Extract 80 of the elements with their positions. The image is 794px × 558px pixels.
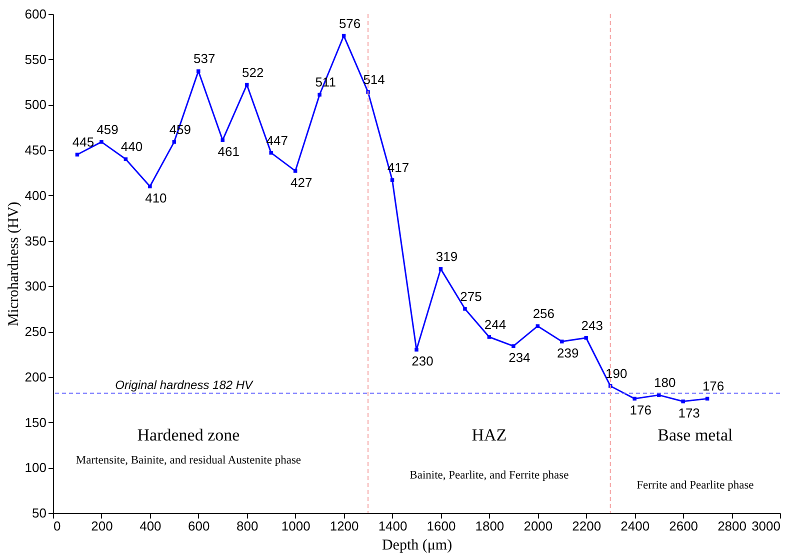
y-tick-label: 350	[24, 233, 46, 248]
y-tick-label: 100	[24, 460, 46, 476]
point	[438, 267, 443, 271]
annotation: Hardened zone	[137, 426, 240, 445]
data-label: 427	[290, 174, 312, 190]
x-tick-label: 1200	[330, 518, 359, 534]
point	[390, 178, 394, 182]
data-label: 319	[436, 248, 458, 264]
x-tick-label: 200	[91, 518, 113, 534]
point	[463, 306, 467, 311]
point	[414, 348, 418, 352]
data-label: 576	[338, 16, 361, 31]
point	[681, 400, 685, 404]
y-tick-label: 50	[32, 506, 46, 520]
x-tick-label: 600	[188, 518, 210, 534]
x-tick-label: 0	[54, 518, 61, 534]
data-label: 230	[412, 354, 434, 369]
x-tick-label: 2800	[718, 518, 746, 534]
point	[269, 150, 273, 155]
point	[632, 396, 636, 401]
annotation: Ferrite and Pearlite phase	[636, 480, 754, 492]
point	[196, 69, 200, 74]
data-label: 461	[218, 144, 240, 160]
y-tick-label: 150	[24, 414, 46, 430]
data-label: 256	[532, 306, 555, 322]
data-label: 537	[194, 51, 216, 66]
y-tick-label: 500	[24, 97, 46, 112]
annotation: Base metal	[658, 426, 733, 445]
data-label: 445	[72, 134, 94, 150]
y-tick-label: 300	[24, 278, 46, 294]
data-label: 410	[145, 190, 167, 206]
y-axis-title: Microhardness (HV)	[6, 202, 22, 326]
x-tick-label: 2600	[669, 518, 698, 534]
point	[148, 184, 152, 188]
annotation: Bainite, Pearlite, and Ferrite phase	[410, 470, 569, 482]
point	[293, 169, 298, 173]
data-label: 176	[630, 402, 652, 418]
ref-line-label: Original hardness 182 HV	[115, 378, 254, 392]
data-label: 176	[702, 378, 724, 394]
data-label: 440	[120, 139, 143, 154]
point	[560, 340, 564, 344]
y-tick-label: 450	[24, 142, 46, 158]
data-label: 514	[363, 72, 385, 88]
x-axis-title: Depth (μm)	[382, 538, 452, 554]
x-tick-label: 400	[140, 518, 162, 534]
data-label: 234	[508, 350, 530, 366]
y-tick-label: 550	[24, 52, 46, 67]
data-label: 275	[460, 288, 482, 304]
data-label: 190	[606, 366, 628, 381]
data-label: 522	[242, 64, 264, 80]
x-tick-label: 2400	[620, 518, 650, 534]
x-tick-label: 3000	[752, 518, 780, 534]
x-tick-label: 1000	[281, 518, 310, 534]
data-label: 447	[266, 132, 288, 148]
y-tick-label: 250	[24, 324, 46, 340]
x-tick-label: 1600	[426, 518, 456, 534]
x-tick-label: 2200	[572, 518, 602, 534]
point	[584, 336, 588, 340]
data-label: 459	[96, 122, 118, 137]
y-tick-label: 600	[24, 6, 46, 22]
point	[512, 344, 516, 348]
point	[220, 138, 225, 142]
y-tick-label: 200	[24, 369, 46, 384]
point	[487, 335, 492, 339]
data-label: 243	[581, 318, 603, 333]
y-tick-label: 400	[24, 188, 46, 203]
point	[318, 92, 322, 97]
annotation: Martensite, Bainite, and residual Austenite phase	[76, 454, 302, 467]
x-tick-label: 1400	[378, 518, 408, 534]
x-tick-label: 800	[236, 518, 258, 534]
x-tick-label: 1800	[475, 518, 504, 534]
data-label: 180	[654, 375, 676, 390]
data-label: 244	[484, 316, 506, 332]
point	[536, 324, 540, 328]
point	[100, 140, 104, 144]
data-label: 173	[678, 405, 700, 420]
x-tick-label: 2000	[524, 518, 553, 534]
annotation: HAZ	[472, 426, 507, 445]
point	[172, 140, 176, 144]
data-label: 239	[557, 346, 579, 361]
